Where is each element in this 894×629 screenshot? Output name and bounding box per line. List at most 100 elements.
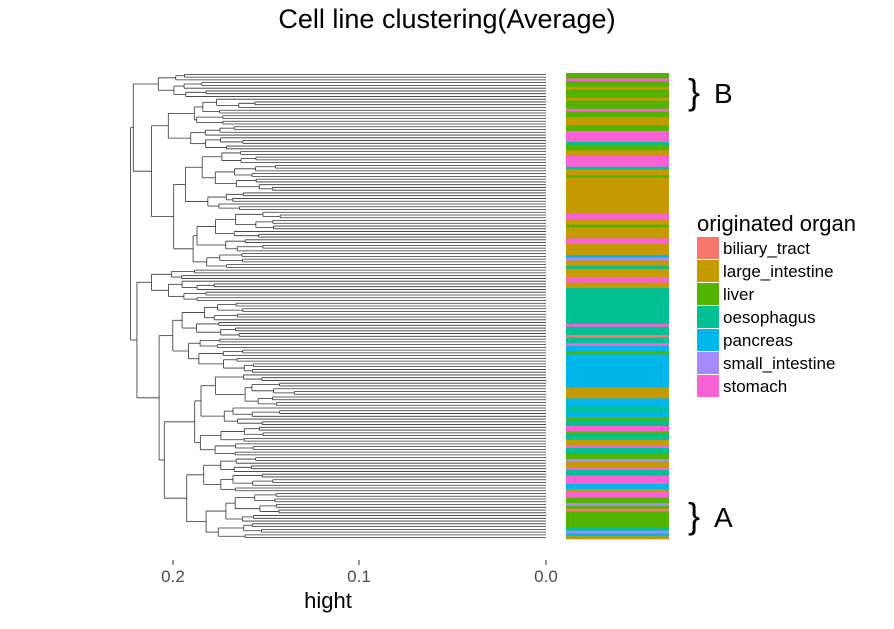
organ-bar-segment	[566, 100, 669, 110]
organ-bar-segment	[566, 467, 669, 471]
legend: originated organ biliary_tract large_inte…	[697, 211, 856, 397]
organ-bar-segment	[566, 97, 669, 101]
organ-bar-segment	[566, 508, 669, 512]
organ-bar-segment	[566, 108, 669, 112]
organ-bar-segment	[566, 277, 669, 283]
legend-swatch-oesophagus	[697, 306, 719, 328]
organ-bar-segment	[566, 337, 669, 344]
organ-bar-segment	[566, 533, 669, 537]
legend-label-biliary-tract: biliary_tract	[723, 239, 810, 258]
organ-bar-segment	[566, 144, 669, 151]
organ-bar-segment	[566, 268, 669, 278]
legend-swatch-large-intestine	[697, 260, 719, 282]
cluster-b-bracket: }	[688, 71, 700, 112]
organ-bar-segment	[566, 345, 669, 352]
organ-bar-segment	[566, 445, 669, 449]
cluster-b-label: B	[714, 78, 733, 109]
legend-swatch-pancreas	[697, 329, 719, 351]
organ-bar-segment	[566, 503, 669, 507]
organ-bar-segment	[566, 425, 669, 432]
organ-bar-segment	[566, 219, 669, 225]
organ-bar-segment	[566, 351, 669, 355]
organ-bar-segment	[566, 459, 669, 463]
organ-bar-segment	[566, 238, 669, 245]
organ-bar-segment	[566, 166, 669, 170]
organ-bar-segment	[566, 78, 669, 82]
organ-bar-segment	[566, 257, 669, 261]
cluster-a-label: A	[714, 502, 733, 533]
organ-bar-segment	[566, 155, 669, 168]
organ-bar-segment	[566, 505, 669, 509]
organ-bar-segment	[566, 417, 669, 421]
organ-color-bar	[566, 73, 669, 540]
legend-swatch-stomach	[697, 375, 719, 397]
x-tick-label: 0.1	[347, 567, 371, 586]
organ-bar-segment	[566, 497, 669, 504]
organ-bar-segment	[566, 117, 669, 126]
organ-bar-segment	[566, 492, 669, 498]
chart-title: Cell line clustering(Average)	[278, 4, 615, 34]
organ-bar-segment	[566, 213, 669, 220]
organ-bar-segment	[566, 511, 669, 529]
organ-bar-segment	[566, 323, 669, 327]
organ-bar-segment	[566, 282, 669, 289]
organ-bar-segment	[566, 169, 669, 176]
organ-bar-segment	[566, 254, 669, 259]
legend-title: originated organ	[697, 211, 856, 236]
organ-bar-segment	[566, 530, 669, 534]
organ-bar-segment	[566, 141, 669, 145]
organ-bar-segment	[566, 453, 669, 460]
organ-bar-segment	[566, 527, 669, 532]
organ-bar-segment	[566, 326, 669, 336]
x-axis: 0.2 0.1 0.0 hight	[161, 560, 558, 613]
x-axis-title: hight	[304, 588, 352, 613]
organ-bar-segment	[566, 431, 669, 435]
cluster-annotations: } B } A	[688, 71, 733, 536]
legend-label-oesophagus: oesophagus	[723, 308, 816, 327]
organ-bar-segment	[566, 125, 669, 132]
organ-bar-segment	[566, 288, 669, 325]
legend-swatch-small-intestine	[697, 352, 719, 374]
organ-bar-segment	[566, 81, 669, 88]
organ-bar-segment	[566, 243, 669, 256]
organ-bar-segment	[566, 86, 669, 90]
legend-label-small-intestine: small_intestine	[723, 354, 835, 373]
legend-label-pancreas: pancreas	[723, 331, 793, 350]
organ-bar-segment	[566, 227, 669, 239]
organ-bar-segment	[566, 343, 669, 347]
dendrogram-tree	[130, 73, 546, 539]
organ-bar-segment	[566, 448, 669, 454]
organ-bar-segment	[566, 439, 669, 446]
organ-bar-segment	[566, 489, 669, 493]
organ-bar-segment	[566, 475, 669, 485]
organ-bar-segment	[566, 483, 669, 490]
organ-bar-segment	[566, 224, 669, 228]
organ-bar-segment	[566, 398, 669, 407]
organ-bar-segment	[566, 334, 669, 339]
legend-label-large-intestine: large_intestine	[723, 262, 834, 281]
organ-bar-segment	[566, 406, 669, 413]
cluster-a-bracket: }	[688, 495, 700, 536]
organ-bar-segment	[566, 150, 669, 157]
organ-bar-segment	[566, 461, 669, 468]
organ-bar-segment	[566, 420, 669, 427]
organ-bar-segment	[566, 536, 669, 540]
organ-bar-segment	[566, 175, 669, 179]
organ-bar-segment	[566, 354, 669, 388]
organ-bar-segment	[566, 434, 669, 441]
legend-swatch-biliary-tract	[697, 237, 719, 259]
organ-bar-segment	[566, 387, 669, 399]
organ-bar-segment	[566, 111, 669, 118]
legend-swatch-liver	[697, 283, 719, 305]
x-tick-label: 0.2	[161, 567, 185, 586]
legend-label-liver: liver	[723, 285, 755, 304]
organ-bar-segment	[566, 412, 669, 418]
legend-label-stomach: stomach	[723, 377, 787, 396]
organ-bar-segment	[566, 260, 669, 267]
organ-bar-segment	[566, 470, 669, 476]
organ-bar-segment	[566, 266, 669, 270]
organ-bar-segment	[566, 130, 669, 143]
organ-bar-segment	[566, 73, 669, 79]
organ-bar-segment	[566, 177, 669, 214]
